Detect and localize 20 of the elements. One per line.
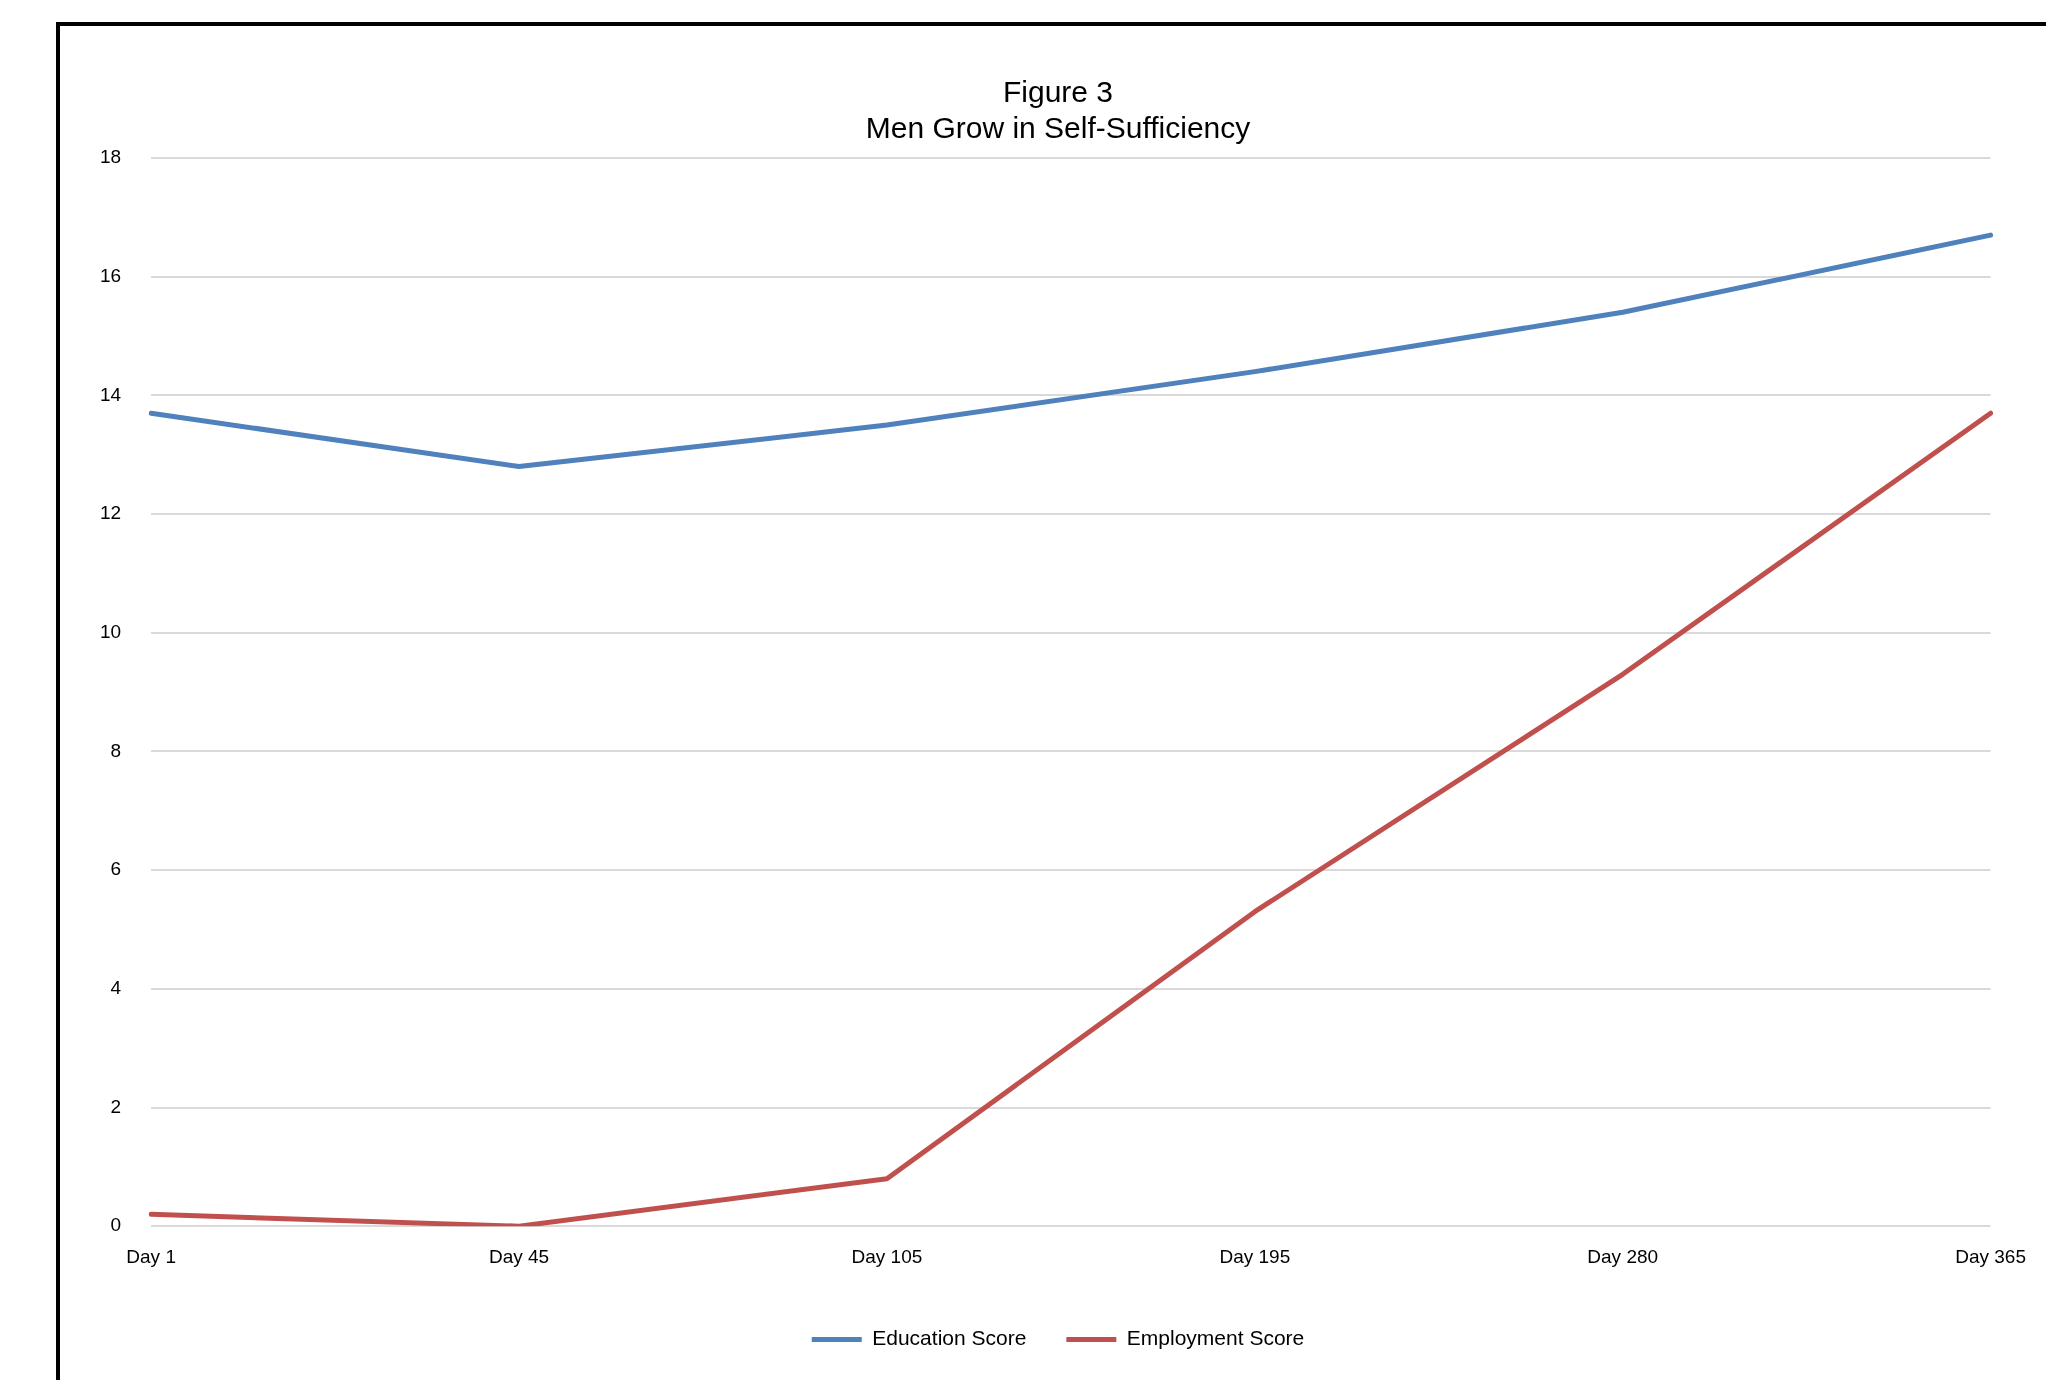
y-tick-label: 10	[99, 620, 122, 642]
x-tick-label: Day 45	[488, 1245, 550, 1267]
y-tick-label: 12	[99, 502, 122, 524]
y-tick-label: 6	[110, 858, 122, 880]
text: Men Grow in Self-Sufficiency	[865, 111, 1251, 145]
y-tick-label: 4	[110, 977, 122, 999]
legend-label: Employment Score	[1126, 1326, 1305, 1350]
x-tick-label: Day 280	[1587, 1245, 1659, 1267]
text: Figure 3	[1002, 75, 1114, 109]
y-tick-label: 0	[110, 1214, 122, 1236]
x-tick-label: Day 1	[126, 1245, 176, 1267]
y-tick-label: 14	[99, 383, 122, 405]
y-tick-label: 18	[99, 146, 122, 168]
x-tick-label: Day 365	[1955, 1245, 2027, 1267]
y-tick-label: 8	[110, 739, 122, 761]
x-tick-label: Day 105	[851, 1245, 923, 1267]
y-tick-label: 16	[99, 264, 122, 286]
legend-label: Education Score	[872, 1326, 1027, 1350]
y-tick-label: 2	[110, 1095, 122, 1117]
x-tick-label: Day 195	[1219, 1245, 1291, 1267]
